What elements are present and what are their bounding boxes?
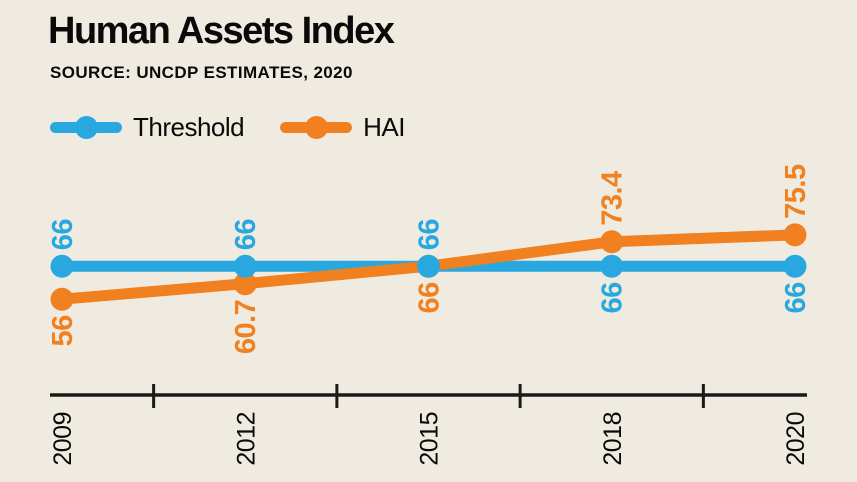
threshold-value-label: 66 bbox=[414, 219, 446, 251]
hai-value-label: 75.5 bbox=[780, 164, 812, 219]
hai-data-point bbox=[50, 287, 74, 311]
hai-data-point bbox=[233, 272, 257, 296]
x-axis-year-label: 2015 bbox=[416, 412, 444, 466]
threshold-value-label: 66 bbox=[47, 219, 79, 251]
x-axis-year-label: 2009 bbox=[49, 412, 77, 466]
hai-data-point bbox=[600, 230, 624, 254]
legend-item-threshold: Threshold bbox=[50, 112, 245, 143]
threshold-data-point bbox=[50, 254, 74, 278]
threshold-data-point bbox=[783, 254, 807, 278]
x-axis-year-label: 2012 bbox=[232, 412, 260, 466]
hai-value-label: 73.4 bbox=[597, 171, 629, 226]
chart-title: Human Assets Index bbox=[48, 10, 395, 52]
chart-source: SOURCE: UNCDP ESTIMATES, 2020 bbox=[50, 63, 353, 82]
x-axis-year-label: 2018 bbox=[599, 412, 627, 466]
x-axis-year-label: 2020 bbox=[782, 412, 810, 466]
legend-label-threshold: Threshold bbox=[133, 112, 245, 142]
hai-value-label: 60.7 bbox=[230, 300, 262, 354]
threshold-value-label: 66 bbox=[230, 219, 262, 251]
threshold-value-label: 66 bbox=[597, 282, 629, 314]
hai-line-swatch-icon bbox=[280, 114, 353, 142]
threshold-value-label: 66 bbox=[780, 282, 812, 314]
hai-data-point bbox=[783, 223, 807, 247]
hai-value-label: 66 bbox=[414, 282, 446, 314]
threshold-data-point bbox=[600, 254, 624, 278]
threshold-line-swatch-icon bbox=[50, 114, 122, 142]
hai-value-label: 56 bbox=[47, 315, 79, 347]
threshold-data-point bbox=[417, 254, 440, 278]
legend-label-hai: HAI bbox=[363, 112, 405, 142]
threshold-data-point bbox=[233, 254, 257, 278]
legend-item-hai: HAI bbox=[280, 112, 405, 143]
chart-legend: Threshold HAI bbox=[50, 112, 405, 143]
